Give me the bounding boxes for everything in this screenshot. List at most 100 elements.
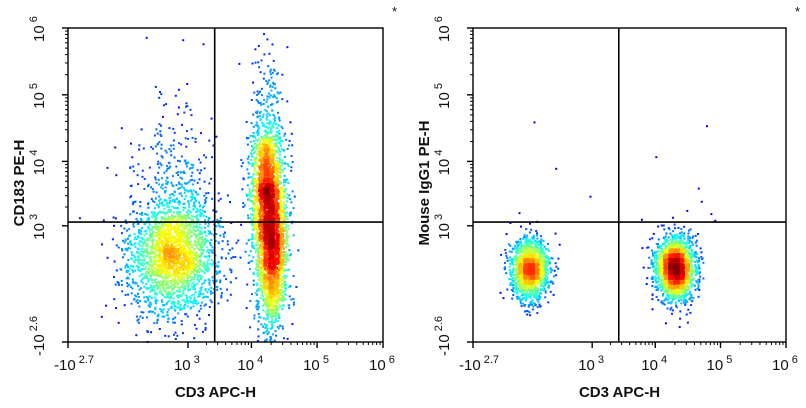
event-dot <box>165 202 168 205</box>
event-dot <box>183 202 186 205</box>
event-dot <box>168 273 171 276</box>
event-dot <box>259 267 262 270</box>
event-dot <box>273 277 276 280</box>
event-dot <box>167 335 170 338</box>
event-dot <box>175 250 178 253</box>
event-dot <box>255 191 258 194</box>
event-dot <box>198 172 201 175</box>
event-dot <box>269 313 272 315</box>
event-dot <box>137 285 140 287</box>
event-dot <box>170 232 173 235</box>
event-dot <box>152 226 155 229</box>
event-dot <box>256 266 259 268</box>
event-dot <box>261 202 264 205</box>
event-dot <box>173 287 175 290</box>
event-dot <box>277 124 280 127</box>
event-dot <box>275 200 277 203</box>
event-dot <box>159 238 162 241</box>
event-dot <box>149 290 152 293</box>
event-dot <box>217 222 220 225</box>
event-dot <box>271 296 274 299</box>
event-dot <box>212 234 215 237</box>
event-dot <box>256 156 259 159</box>
event-dot <box>259 261 262 264</box>
event-dot <box>258 215 261 218</box>
event-dot <box>173 190 176 193</box>
event-dot <box>153 226 156 229</box>
event-dot <box>146 270 149 273</box>
event-dot <box>224 231 226 234</box>
event-dot <box>279 236 282 239</box>
event-dot <box>198 267 201 270</box>
event-dot <box>258 236 261 239</box>
event-dot <box>121 239 124 242</box>
event-dot <box>267 253 269 256</box>
event-dot <box>114 217 117 220</box>
event-dot <box>276 311 279 314</box>
event-dot <box>141 213 143 216</box>
event-dot <box>135 264 138 267</box>
event-dot <box>158 272 161 275</box>
event-dot <box>171 256 174 259</box>
event-dot <box>258 289 261 292</box>
event-dot <box>262 123 265 126</box>
event-dot <box>189 231 192 234</box>
event-dot <box>160 259 163 262</box>
event-dot <box>256 148 259 151</box>
event-dot <box>266 148 268 151</box>
event-dot <box>267 157 270 160</box>
event-dot <box>173 235 176 238</box>
event-dot <box>188 254 191 257</box>
event-dot <box>160 233 163 236</box>
event-dot <box>163 221 166 224</box>
event-dot <box>156 319 159 322</box>
event-dot <box>252 164 255 167</box>
event-dot <box>204 328 207 331</box>
event-dot <box>260 251 263 254</box>
event-dot <box>275 142 278 145</box>
event-dot <box>271 154 273 157</box>
event-dot <box>262 274 264 276</box>
event-dot <box>258 142 261 145</box>
event-dot <box>268 154 271 157</box>
event-dot <box>271 173 273 176</box>
event-dot <box>254 267 257 270</box>
event-dot <box>172 147 175 150</box>
event-dot <box>170 215 173 218</box>
event-dot <box>178 258 181 261</box>
event-dot <box>202 262 205 265</box>
event-dot <box>124 238 127 241</box>
event-dot <box>265 299 268 302</box>
event-dot <box>196 218 199 221</box>
event-dot <box>226 240 229 243</box>
event-dot <box>149 295 151 298</box>
event-dot <box>260 279 263 281</box>
event-dot <box>217 241 220 244</box>
event-dot <box>150 297 153 299</box>
event-dot <box>257 204 260 207</box>
event-dot <box>126 237 129 240</box>
event-dot <box>259 278 262 281</box>
event-dot <box>276 204 279 207</box>
event-dot <box>256 163 259 166</box>
event-dot <box>180 276 183 279</box>
event-dot <box>170 279 173 282</box>
event-dot <box>195 327 198 330</box>
event-dot <box>264 161 267 163</box>
event-dot <box>290 155 293 157</box>
event-dot <box>147 227 150 230</box>
event-dot <box>281 148 284 151</box>
event-dot <box>159 226 162 229</box>
event-dot <box>261 295 264 298</box>
event-dot <box>161 249 164 252</box>
event-dot <box>255 263 258 266</box>
event-dot <box>249 250 252 253</box>
event-dot <box>162 115 164 118</box>
event-dot <box>252 200 254 203</box>
event-dot <box>203 210 206 213</box>
event-dot <box>136 299 139 302</box>
event-dot <box>172 321 175 324</box>
event-dot <box>156 152 158 155</box>
event-dot <box>187 208 190 211</box>
event-dot <box>262 309 265 312</box>
